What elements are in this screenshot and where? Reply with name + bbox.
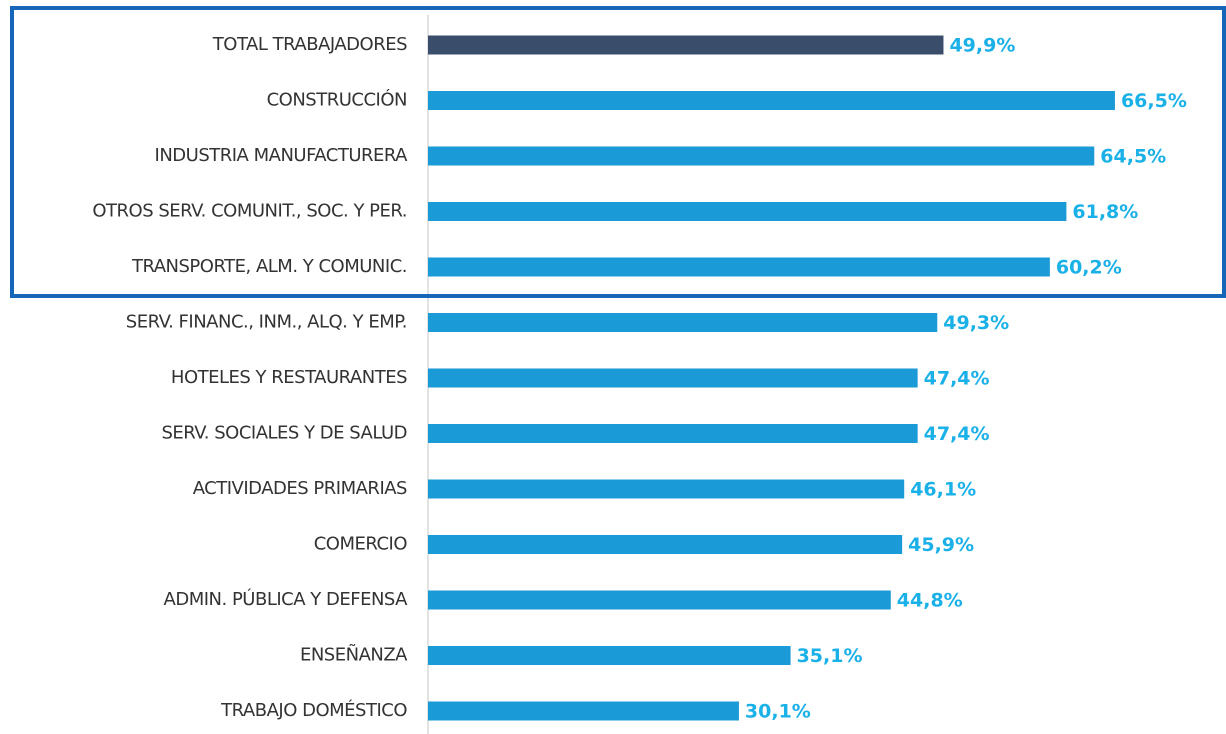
category-label: CONSTRUCCIÓN — [267, 89, 407, 111]
value-label: 47,4% — [924, 368, 990, 390]
category-label: INDUSTRIA MANUFACTURERA — [155, 145, 409, 166]
value-label: 61,8% — [1072, 201, 1138, 223]
bar — [428, 479, 905, 499]
category-label: HOTELES Y RESTAURANTES — [171, 367, 407, 388]
bar — [428, 535, 903, 554]
highlight-box — [10, 6, 1226, 298]
value-label: 47,4% — [924, 423, 990, 445]
category-label: TOTAL TRABAJADORES — [212, 34, 407, 55]
bar — [428, 313, 938, 332]
value-label: 45,9% — [908, 534, 974, 556]
bar — [428, 424, 918, 443]
bar — [428, 202, 1067, 221]
value-label: 30,1% — [745, 701, 811, 723]
value-label: 49,9% — [949, 35, 1015, 57]
value-label: 66,5% — [1121, 90, 1187, 112]
category-label: TRANSPORTE, ALM. Y COMUNIC. — [131, 256, 407, 277]
category-label: ACTIVIDADES PRIMARIAS — [193, 478, 407, 499]
category-label: ENSEÑANZA — [300, 644, 408, 666]
bar — [428, 590, 891, 610]
value-label: 44,8% — [897, 590, 963, 612]
category-label: COMERCIO — [314, 534, 408, 555]
value-label: 60,2% — [1056, 257, 1122, 279]
bar — [428, 146, 1095, 166]
category-label: OTROS SERV. COMUNIT., SOC. Y PER. — [92, 201, 407, 222]
category-label: ADMIN. PÚBLICA Y DEFENSA — [164, 588, 409, 610]
category-label: SERV. SOCIALES Y DE SALUD — [161, 423, 407, 444]
bar — [428, 646, 791, 665]
value-label: 35,1% — [797, 645, 863, 667]
value-label: 64,5% — [1100, 146, 1166, 168]
category-label: SERV. FINANC., INM., ALQ. Y EMP. — [126, 312, 407, 333]
bar — [428, 368, 918, 388]
bar — [428, 257, 1050, 277]
value-label: 46,1% — [910, 479, 976, 501]
bar — [428, 35, 944, 55]
category-label: TRABAJO DOMÉSTICO — [220, 699, 407, 721]
value-label: 49,3% — [943, 312, 1009, 334]
bar — [428, 701, 739, 721]
bar — [428, 91, 1115, 110]
